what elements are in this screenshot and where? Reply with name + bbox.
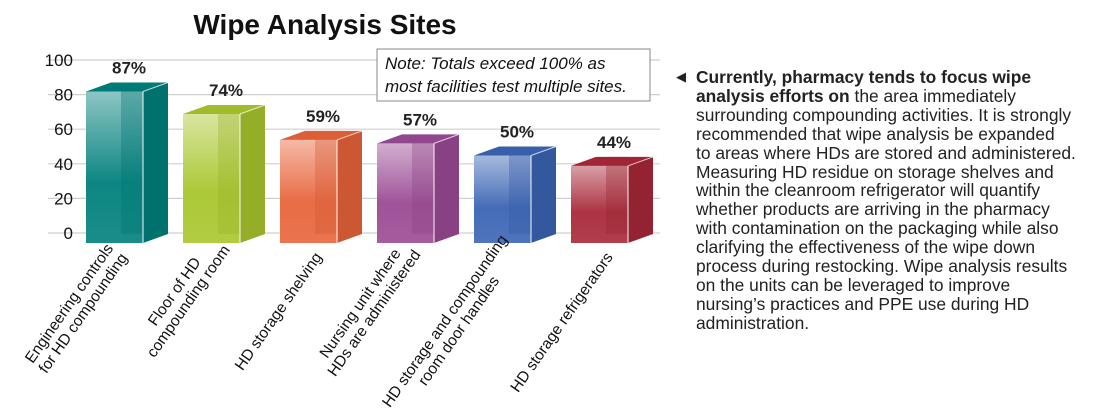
- bar-edge: [627, 156, 654, 167]
- paragraph-line: recommended that wipe analysis be expand…: [672, 123, 1110, 144]
- bar-side: [337, 130, 362, 243]
- annotation-box: [376, 48, 651, 102]
- body-text: recommended that wipe analysis be expand…: [696, 123, 1055, 144]
- x-category-label: Engineering controlsfor HD compounding: [22, 241, 131, 377]
- bar-edge: [433, 133, 460, 144]
- annotation-line: most facilities test multiple sites.: [385, 77, 627, 96]
- y-tick-label: 100: [45, 51, 73, 70]
- body-text: on the units can be leveraged to improve: [696, 274, 1011, 295]
- left-triangle-icon: ◀: [676, 69, 686, 84]
- paragraph-line: analysis efforts on the area immediately: [672, 85, 1110, 106]
- paragraph-line: Currently, pharmacy tends to focus wipe: [672, 68, 1110, 87]
- bar-top: [280, 130, 362, 140]
- paragraph-line: to areas where HDs are stored and admini…: [672, 142, 1110, 163]
- chart-title: Wipe Analysis Sites: [193, 9, 456, 40]
- bar-back-edge: [606, 156, 628, 234]
- body-text: with contamination on the packaging whil…: [696, 218, 1059, 239]
- bar-side: [240, 104, 265, 243]
- bar: [280, 130, 363, 243]
- bar-chart: Wipe Analysis Sites 0 20 40 60 80 100 Note: Tot…: [22, 9, 660, 411]
- body-text: the area immediately: [849, 85, 1016, 106]
- bar-edge: [142, 82, 169, 92]
- x-category-label: Floor of HDcompounding room: [130, 233, 234, 361]
- body-text: Measuring HD residue on storage shelves …: [696, 161, 1054, 182]
- bar: [571, 156, 654, 243]
- paragraph-line: with contamination on the packaging whil…: [672, 219, 1110, 238]
- data-label: 50%: [500, 123, 534, 142]
- y-tick-label: 60: [54, 120, 73, 139]
- paragraph-line: clarifying the effectiveness of the wipe…: [672, 238, 1110, 257]
- annotation-note: Note: Totals exceed 100% as most faciliti…: [376, 48, 651, 102]
- bar-side: [628, 156, 653, 243]
- body-text: nursing’s practices and PPE use during H…: [696, 293, 1030, 314]
- bar-side: [531, 146, 556, 243]
- y-tick-label: 40: [54, 155, 73, 174]
- paragraph-line: surrounding compounding activities. It i…: [672, 104, 1110, 125]
- bar: [86, 82, 169, 244]
- bar-back-edge: [509, 146, 531, 234]
- bar-edge: [239, 104, 266, 115]
- x-category-label: HD storage refrigerators: [507, 249, 616, 395]
- y-tick-label: 0: [64, 224, 73, 243]
- bar-top: [86, 82, 168, 92]
- bar-side: [434, 134, 459, 243]
- bar-front: [86, 91, 143, 244]
- bar-front: [183, 113, 240, 243]
- bar-front: [377, 143, 434, 243]
- paragraph-line: whether products are arriving in the pha…: [672, 200, 1110, 219]
- paragraph-line: within the cleanroom refrigerator will q…: [672, 181, 1110, 200]
- paragraph-line: process during restocking. Wipe analysis…: [672, 257, 1110, 276]
- bar: [377, 133, 460, 243]
- x-category-label: HD storage shelving: [232, 250, 326, 374]
- bold-lead: analysis efforts on: [696, 85, 850, 106]
- y-tick-label: 80: [54, 86, 73, 105]
- annotation-line: Note: Totals exceed 100% as: [385, 54, 606, 73]
- bar-edge: [530, 146, 557, 156]
- bar: [183, 104, 266, 243]
- y-tick-label: 20: [54, 189, 73, 208]
- body-text: surrounding compounding activities. It i…: [696, 104, 1072, 125]
- body-text: whether products are arriving in the pha…: [696, 199, 1050, 220]
- data-label: 57%: [403, 110, 437, 129]
- bar-back-edge: [412, 134, 434, 234]
- data-label: 74%: [209, 81, 243, 100]
- body-text: to areas where HDs are stored and admini…: [696, 142, 1076, 163]
- bold-lead: Currently, pharmacy tends to focus wipe: [696, 67, 1031, 87]
- bar-back-edge: [121, 82, 143, 235]
- side-paragraph: ◀ Currently, pharmacy tends to focus wip…: [672, 68, 1110, 333]
- bar: [474, 146, 557, 243]
- bar-back-edge: [218, 104, 240, 234]
- x-category-label: Nursing unit whereHDs are administered: [311, 237, 425, 379]
- paragraph-line: Measuring HD residue on storage shelves …: [672, 161, 1110, 182]
- body-text: process during restocking. Wipe analysis…: [696, 256, 1068, 277]
- bar-front: [474, 155, 531, 243]
- bar-top: [474, 146, 556, 156]
- paragraph-line: nursing’s practices and PPE use during H…: [672, 293, 1110, 314]
- label-line: HD storage shelving: [232, 250, 326, 374]
- body-text: within the cleanroom refrigerator will q…: [696, 180, 1041, 201]
- bar-front: [280, 139, 337, 243]
- body-text: clarifying the effectiveness of the wipe…: [696, 237, 1035, 258]
- bar-top: [183, 104, 265, 114]
- paragraph-line: administration.: [672, 312, 1110, 333]
- bar-top: [377, 134, 459, 144]
- paragraph-line: on the units can be leveraged to improve: [672, 276, 1110, 295]
- body-text: administration.: [696, 312, 810, 333]
- bar-side: [143, 82, 168, 244]
- bar-top: [571, 156, 653, 166]
- data-label: 44%: [597, 133, 631, 152]
- bar-edge: [336, 130, 363, 141]
- label-line: HD storage refrigerators: [507, 249, 616, 395]
- bar-front: [571, 165, 628, 243]
- bar-back-edge: [315, 130, 337, 234]
- data-label: 59%: [306, 107, 340, 126]
- data-label: 87%: [112, 58, 146, 77]
